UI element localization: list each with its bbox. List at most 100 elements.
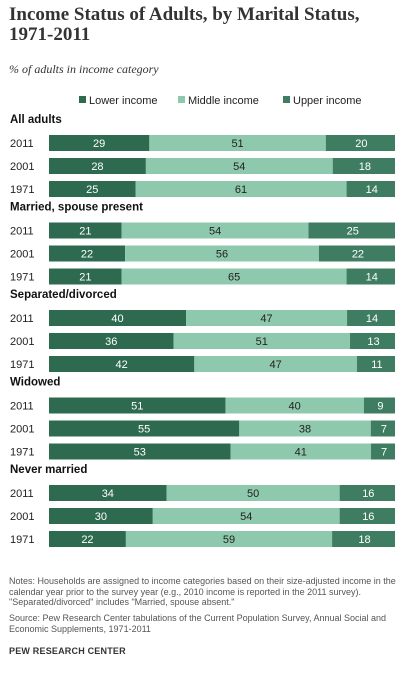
bar-segment-middle-income bbox=[225, 397, 364, 414]
year-label: 2001 bbox=[10, 511, 34, 523]
data-label-lower-income: 30 bbox=[95, 511, 107, 523]
group-header: All adults bbox=[10, 114, 62, 126]
data-label-upper-income: 25 bbox=[347, 226, 359, 238]
bar-segment-lower-income bbox=[49, 333, 174, 349]
data-label-lower-income: 55 bbox=[138, 424, 150, 436]
data-label-middle-income: 51 bbox=[256, 336, 268, 348]
bar-segment-lower-income bbox=[49, 135, 150, 151]
bar-segment-lower-income bbox=[49, 158, 146, 174]
year-label: 1971 bbox=[10, 359, 34, 371]
bar-segment-middle-income bbox=[145, 158, 333, 174]
bar-segment-lower-income bbox=[49, 356, 195, 372]
data-label-upper-income: 7 bbox=[381, 447, 387, 459]
bar-segment-upper-income bbox=[347, 310, 395, 326]
data-label-lower-income: 53 bbox=[134, 447, 146, 459]
data-label-lower-income: 21 bbox=[79, 272, 91, 284]
chart-title: Income Status of Adults, by Marital Stat… bbox=[9, 4, 360, 45]
bar-segment-middle-income bbox=[125, 245, 319, 262]
data-label-lower-income: 34 bbox=[102, 488, 114, 500]
data-label-upper-income: 11 bbox=[371, 359, 382, 371]
data-label-lower-income: 51 bbox=[131, 401, 143, 413]
year-label: 2011 bbox=[10, 488, 34, 500]
data-label-lower-income: 22 bbox=[81, 249, 93, 261]
year-label: 2011 bbox=[10, 313, 34, 325]
bar-segment-lower-income bbox=[49, 443, 231, 460]
data-label-middle-income: 54 bbox=[209, 226, 221, 238]
bar-segment-lower-income bbox=[49, 508, 153, 524]
chart-notes: Notes: Households are assigned to income… bbox=[9, 576, 396, 607]
data-label-middle-income: 56 bbox=[216, 249, 228, 261]
data-label-lower-income: 28 bbox=[91, 161, 103, 173]
bar-segment-lower-income bbox=[49, 245, 126, 262]
data-label-lower-income: 22 bbox=[81, 534, 93, 546]
bar-segment-middle-income bbox=[186, 310, 348, 326]
data-label-lower-income: 42 bbox=[116, 359, 128, 371]
bar-segment-middle-income bbox=[152, 508, 340, 524]
brand-label: PEW RESEARCH CENTER bbox=[9, 646, 126, 656]
bar-segment-middle-income bbox=[166, 485, 340, 501]
legend-label-middle-income: Middle income bbox=[188, 95, 259, 107]
group-header: Married, spouse present bbox=[10, 202, 143, 214]
bar-segment-middle-income bbox=[135, 181, 347, 197]
bar-segment-upper-income bbox=[339, 508, 395, 524]
data-label-upper-income: 14 bbox=[366, 272, 378, 284]
bar-segment-upper-income bbox=[325, 135, 395, 151]
legend-swatch-middle-income bbox=[178, 96, 185, 103]
bar-segment-middle-income bbox=[149, 135, 326, 151]
year-label: 2001 bbox=[10, 161, 34, 173]
data-label-middle-income: 40 bbox=[289, 401, 301, 413]
data-label-lower-income: 21 bbox=[79, 226, 91, 238]
group-header: Never married bbox=[10, 464, 87, 476]
data-label-lower-income: 36 bbox=[105, 336, 117, 348]
data-label-lower-income: 40 bbox=[111, 313, 123, 325]
bar-segment-middle-income bbox=[121, 268, 347, 285]
bar-segment-upper-income bbox=[346, 181, 395, 197]
bar-segment-lower-income bbox=[49, 268, 122, 285]
data-label-middle-income: 61 bbox=[235, 184, 247, 196]
bar-segment-lower-income bbox=[49, 397, 226, 414]
legend-swatch-upper-income bbox=[283, 96, 290, 103]
bar-segment-lower-income bbox=[49, 310, 187, 326]
data-label-upper-income: 22 bbox=[352, 249, 364, 261]
data-label-middle-income: 54 bbox=[240, 511, 252, 523]
chart-source: Source: Pew Research Center tabulations … bbox=[9, 613, 387, 634]
bar-segment-upper-income bbox=[350, 333, 395, 349]
bar-segment-lower-income bbox=[49, 420, 240, 437]
legend-label-upper-income: Upper income bbox=[293, 95, 361, 107]
year-label: 2001 bbox=[10, 424, 34, 436]
data-label-upper-income: 9 bbox=[377, 401, 383, 413]
year-label: 2011 bbox=[10, 401, 34, 413]
group-header: Separated/divorced bbox=[10, 289, 117, 301]
bar-segment-middle-income bbox=[230, 443, 372, 460]
data-label-upper-income: 16 bbox=[362, 511, 374, 523]
bar-segment-upper-income bbox=[308, 222, 395, 239]
year-label: 1971 bbox=[10, 272, 34, 284]
data-label-upper-income: 18 bbox=[359, 161, 371, 173]
data-label-upper-income: 13 bbox=[367, 336, 379, 348]
stacked-bar-chart: Lower income Middle income Upper income All… bbox=[10, 95, 395, 547]
data-label-middle-income: 38 bbox=[299, 424, 311, 436]
bar-segment-middle-income bbox=[194, 356, 357, 372]
bar-segment-middle-income bbox=[239, 420, 371, 437]
group-header: Widowed bbox=[10, 377, 60, 389]
data-label-upper-income: 16 bbox=[362, 488, 374, 500]
data-label-middle-income: 65 bbox=[228, 272, 240, 284]
bar-segment-lower-income bbox=[49, 222, 122, 239]
bar-segment-upper-income bbox=[318, 245, 395, 262]
year-label: 2011 bbox=[10, 226, 34, 238]
data-label-middle-income: 59 bbox=[223, 534, 235, 546]
bar-segment-upper-income bbox=[370, 420, 395, 437]
bar-segment-upper-income bbox=[332, 158, 395, 174]
year-label: 2001 bbox=[10, 336, 34, 348]
bar-segment-lower-income bbox=[49, 485, 167, 501]
data-label-middle-income: 47 bbox=[270, 359, 282, 371]
year-label: 2011 bbox=[10, 138, 34, 150]
bar-segment-lower-income bbox=[49, 531, 126, 547]
bar-segment-middle-income bbox=[173, 333, 351, 349]
data-label-upper-income: 18 bbox=[358, 534, 370, 546]
bar-segment-upper-income bbox=[346, 268, 395, 285]
bar-segment-middle-income bbox=[121, 222, 309, 239]
bar-segment-middle-income bbox=[125, 531, 333, 547]
data-label-upper-income: 20 bbox=[355, 138, 367, 150]
chart-subtitle: % of adults in income category bbox=[9, 62, 159, 76]
